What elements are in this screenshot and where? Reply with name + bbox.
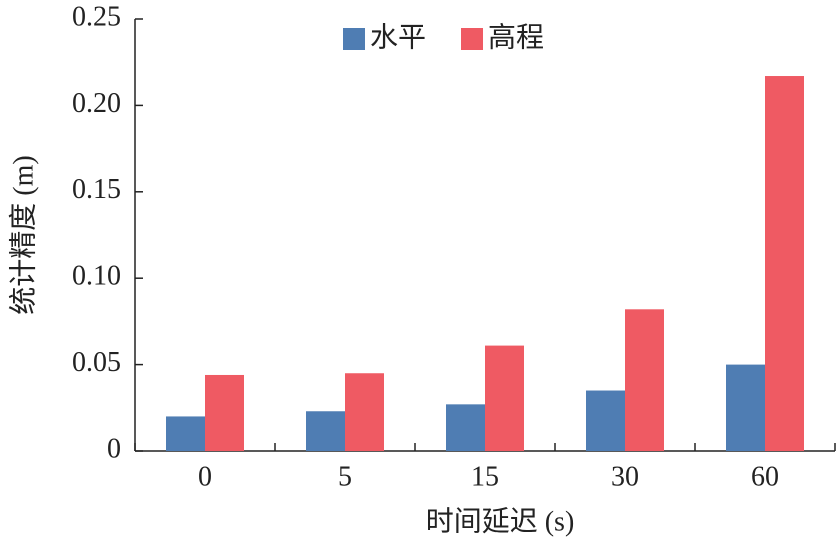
- x-tick-label: 0: [198, 461, 212, 492]
- x-tick-label: 60: [751, 461, 779, 492]
- bar: [306, 411, 345, 451]
- x-tick-label: 5: [338, 461, 352, 492]
- legend-label: 水平: [370, 21, 426, 53]
- bar: [765, 76, 804, 452]
- x-axis-title: 时间延迟 (s): [426, 505, 575, 537]
- y-tick-label: 0.20: [72, 88, 121, 119]
- bar: [205, 374, 244, 451]
- legend-label: 高程: [488, 21, 544, 53]
- y-tick-label: 0.25: [72, 1, 121, 32]
- bar: [446, 404, 485, 451]
- y-tick-label: 0.10: [72, 261, 121, 292]
- y-tick-label: 0: [107, 433, 121, 464]
- legend-swatch: [461, 28, 483, 50]
- y-axis-title: 统计精度 (m): [7, 155, 39, 314]
- y-tick-label: 0.15: [72, 174, 121, 205]
- bar: [726, 364, 765, 451]
- x-tick-label: 30: [611, 461, 639, 492]
- bar: [485, 345, 524, 451]
- bar: [625, 309, 664, 451]
- bar: [345, 373, 384, 451]
- y-tick-label: 0.05: [72, 347, 121, 378]
- bar: [166, 416, 205, 451]
- bar: [586, 390, 625, 451]
- legend-swatch: [343, 28, 365, 50]
- x-tick-label: 15: [471, 461, 499, 492]
